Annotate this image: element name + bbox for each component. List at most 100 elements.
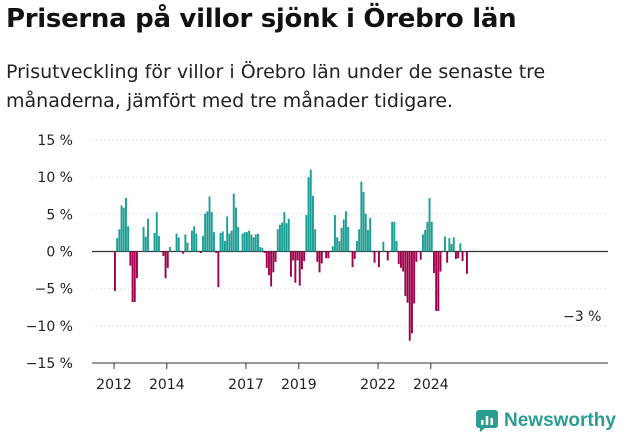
bar-positive (235, 207, 237, 252)
bar-negative (294, 251, 297, 283)
bar-positive (276, 229, 279, 252)
bar-positive (444, 236, 446, 252)
bar-negative (325, 251, 328, 259)
bar-negative (129, 251, 132, 266)
bar-negative (466, 251, 468, 274)
bar-negative (263, 251, 266, 253)
bar-positive (248, 230, 251, 252)
bar-positive (230, 230, 233, 252)
bar-positive (364, 213, 367, 252)
y-tick-label: −5 % (35, 282, 73, 298)
x-tick-label: 2024 (413, 377, 449, 393)
bar-positive (120, 205, 123, 252)
bar-positive (338, 241, 341, 252)
bar-negative (411, 251, 413, 334)
bar-negative (415, 251, 418, 262)
bar-negative (435, 251, 438, 311)
bar-positive (213, 232, 215, 252)
bar-positive (241, 233, 244, 252)
bar-positive (422, 234, 424, 252)
bar-negative (461, 251, 464, 262)
bar-positive (221, 231, 224, 252)
bar-positive (360, 181, 363, 252)
bar-positive (127, 226, 130, 252)
bar-positive (309, 169, 312, 252)
bar-negative (215, 251, 218, 253)
bar-positive (424, 229, 427, 252)
bar-negative (318, 251, 321, 273)
bar-negative (397, 251, 400, 265)
bar-positive (261, 247, 264, 252)
bar-positive (228, 233, 231, 252)
latest-value-label: −3 % (563, 309, 601, 325)
bar-positive (257, 233, 259, 252)
bar-negative (131, 251, 134, 303)
bar-positive (395, 241, 398, 252)
bar-negative (292, 251, 295, 261)
bar-positive (259, 247, 262, 252)
bar-positive (369, 218, 372, 252)
bar-negative (265, 251, 268, 268)
bar-positive (426, 221, 429, 252)
bar-negative (274, 251, 277, 262)
bar-negative (114, 251, 116, 291)
bar-positive (226, 216, 229, 252)
bar-positive (184, 234, 187, 252)
bar-negative (327, 251, 330, 259)
bar-negative (446, 251, 449, 263)
bar-positive (147, 218, 149, 252)
bar-negative (316, 251, 319, 262)
bar-positive (393, 221, 396, 252)
bar-negative (402, 251, 405, 272)
bar-negative (404, 251, 407, 297)
newsworthy-logo-text: Newsworthy (504, 410, 616, 431)
chart-title: Priserna på villor sjönk i Örebro län (6, 4, 517, 34)
chart-subtitle: Prisutveckling för villor i Örebro län u… (6, 61, 546, 112)
bar-negative (217, 251, 220, 288)
bar-positive (347, 226, 350, 252)
bar-negative (378, 251, 380, 268)
bar-positive (202, 235, 204, 252)
bar-negative (386, 251, 389, 261)
bar-positive (206, 211, 209, 252)
bar-negative (439, 251, 442, 272)
bar-positive (342, 219, 345, 252)
y-tick-label: 5 % (46, 207, 73, 223)
bar-negative (268, 251, 270, 276)
bar-positive (169, 247, 171, 252)
bar-negative (303, 251, 306, 262)
bar-positive (452, 237, 455, 252)
bar-positive (142, 226, 145, 252)
newsworthy-logo-icon (476, 410, 498, 432)
bar-positive (305, 215, 308, 252)
x-tick-label: 2019 (281, 377, 317, 393)
bar-positive (287, 218, 290, 252)
bar-negative (455, 251, 457, 259)
bar-positive (232, 193, 235, 252)
bar-positive (193, 226, 196, 252)
bar-negative (320, 251, 323, 264)
bar-positive (356, 241, 358, 252)
bar-negative (270, 251, 273, 287)
bar-negative (133, 251, 136, 303)
bar-negative (437, 251, 440, 311)
bar-positive (331, 246, 334, 252)
bar-positive (430, 221, 433, 252)
bar-positive (208, 196, 211, 252)
bar-positive (116, 238, 119, 252)
bar-positive (283, 212, 286, 252)
bar-positive (237, 226, 240, 252)
bar-negative (199, 251, 202, 253)
y-tick-label: −10 % (26, 319, 73, 335)
bar-positive (345, 211, 347, 252)
bar-negative (272, 251, 275, 273)
y-tick-label: 10 % (37, 170, 73, 186)
bar-positive (450, 244, 453, 252)
bar-negative (400, 251, 402, 268)
bar-negative (166, 251, 169, 268)
bar-positive (224, 241, 226, 252)
bar-negative (373, 251, 376, 263)
bar-negative (413, 251, 416, 304)
bar-positive (118, 229, 121, 252)
bar-positive (252, 237, 255, 252)
